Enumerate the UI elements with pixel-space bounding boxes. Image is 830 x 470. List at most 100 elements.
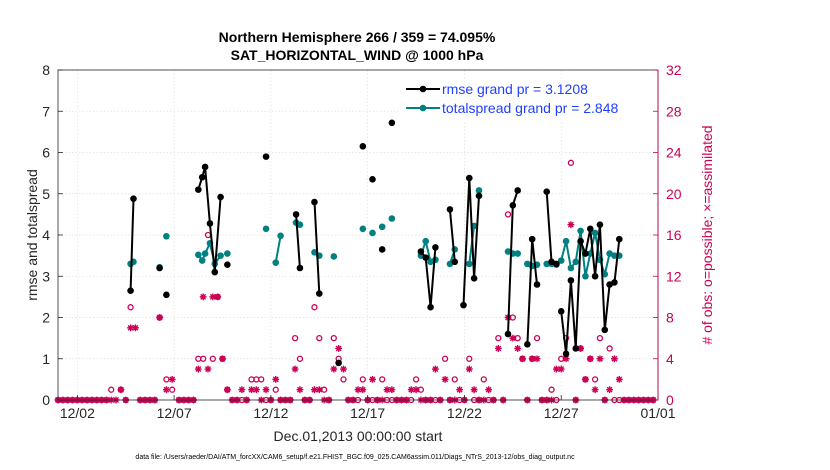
rmse-point — [562, 350, 570, 358]
obs-assimilated-marker — [533, 355, 541, 363]
rmse-line-segment — [313, 201, 321, 294]
rmse-point — [206, 220, 214, 227]
rmse-point — [359, 143, 367, 150]
obs-possible-marker — [127, 304, 134, 311]
chart-title-line2: SAT_HORIZONTAL_WIND @ 1000 hPa — [231, 47, 484, 63]
obs-assimilated-marker — [591, 386, 599, 394]
rmse-point — [296, 264, 304, 272]
obs-possible-marker — [466, 355, 473, 362]
spread-point — [163, 232, 170, 240]
obs-assimilated-marker — [194, 365, 202, 373]
rmse-point — [509, 202, 517, 209]
obs-possible-marker — [441, 355, 449, 362]
rmse-point — [451, 258, 459, 266]
obs-assimilated-marker — [557, 365, 565, 373]
obs-assimilated-marker — [441, 375, 449, 383]
obs-assimilated-marker — [340, 365, 347, 373]
obs-assimilated-marker — [223, 386, 231, 394]
rmse-point — [596, 221, 604, 228]
obs-assimilated-marker — [432, 365, 439, 373]
obs-assimilated-marker — [494, 345, 502, 352]
spread-point — [330, 253, 338, 260]
rmse-line-segment — [448, 209, 456, 262]
spread-point — [388, 215, 396, 222]
rmse-point — [504, 330, 512, 338]
rmse-point — [156, 264, 163, 272]
rmse-point — [582, 250, 589, 257]
rmse-point — [524, 341, 531, 348]
rmse-line-segment — [462, 178, 480, 306]
rmse-line-segment — [545, 191, 557, 265]
obs-assimilated-marker — [552, 365, 560, 373]
obs-assimilated-marker — [132, 324, 139, 332]
rmse-point — [601, 326, 609, 334]
spread-point — [582, 272, 589, 280]
obs-assimilated-marker — [388, 386, 396, 394]
rmse-point — [198, 173, 206, 181]
obs-assimilated-marker — [252, 386, 260, 394]
rmse-line-segment — [129, 198, 135, 291]
obs-possible-marker — [272, 386, 279, 393]
obs-possible-marker — [451, 376, 458, 383]
y-left-axis-label: rmse and totalspread — [24, 169, 40, 301]
obs-possible-marker — [209, 355, 216, 362]
spread-point — [567, 264, 575, 272]
obs-assimilated-marker — [168, 375, 176, 383]
spread-point — [557, 257, 565, 264]
rmse-point — [311, 198, 318, 206]
obs-possible-marker — [480, 376, 487, 383]
spread-point — [359, 225, 367, 233]
spread-point — [224, 250, 231, 257]
rmse-point — [130, 195, 137, 202]
obs-possible-marker — [379, 376, 386, 383]
obs-possible-marker — [258, 376, 265, 383]
spread-point — [272, 259, 280, 266]
obs-possible-marker — [359, 376, 366, 383]
rmse-point — [195, 186, 202, 193]
obs-assimilated-marker — [596, 355, 604, 363]
rmse-point — [201, 163, 209, 171]
rmse-point — [533, 281, 541, 288]
y-right-tick-label: 8 — [666, 310, 674, 326]
obs-assimilated-marker — [470, 386, 478, 394]
obs-possible-marker — [163, 376, 170, 383]
rmse-point — [427, 303, 434, 311]
spread-point — [369, 229, 376, 237]
rmse-line-segment — [560, 224, 621, 354]
obs-assimilated-marker — [456, 386, 464, 394]
obs-possible-marker — [108, 386, 115, 393]
y-left-tick-label: 0 — [42, 392, 50, 408]
obs-assimilated-marker — [219, 355, 226, 363]
data-file-footnote: data file: /Users/raeder/DAI/ATM_forcXX/… — [135, 454, 575, 461]
obs-assimilated-marker — [296, 386, 304, 394]
y-left-tick-label: 2 — [42, 310, 50, 326]
obs-assimilated-marker — [606, 386, 614, 394]
obs-possible-marker — [495, 334, 502, 342]
y-right-tick-label: 12 — [666, 268, 682, 284]
spread-point — [422, 237, 430, 245]
rmse-point — [422, 254, 430, 261]
obs-possible-marker — [340, 376, 347, 383]
rmse-point — [417, 248, 425, 255]
rmse-point — [591, 272, 599, 280]
obs-assimilated-marker — [567, 221, 575, 229]
obs-assimilated-marker — [199, 293, 207, 301]
y-left-tick-label: 7 — [42, 103, 50, 119]
obs-assimilated-marker — [465, 365, 473, 373]
y-right-tick-label: 20 — [666, 186, 682, 202]
x-axis-ticks: 12/02 12/07 12/12 12/17 12/22 12/27 01/01 — [60, 395, 676, 421]
spread-point — [514, 250, 521, 257]
rmse-point — [163, 291, 170, 299]
obs-possible-marker — [296, 355, 304, 362]
y-left-axis-ticks: 0 1 2 3 4 5 6 7 8 — [42, 62, 63, 408]
y-left-tick-label: 1 — [42, 351, 50, 367]
y-left-tick-label: 5 — [42, 186, 50, 202]
obs-assimilated-marker — [407, 386, 415, 394]
x-tick-label: 12/07 — [157, 405, 192, 421]
rmse-point — [369, 176, 376, 183]
obs-assimilated-marker — [514, 345, 522, 352]
rmse-point — [528, 235, 536, 243]
obs-assimilated-marker — [248, 386, 255, 394]
obs-assimilated-marker — [383, 386, 391, 394]
y-right-tick-label: 0 — [666, 392, 674, 408]
